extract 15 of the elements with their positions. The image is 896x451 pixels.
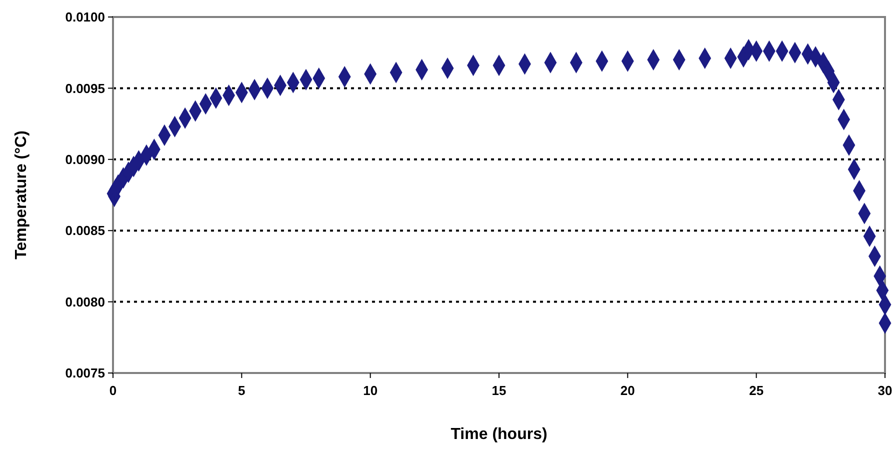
y-tick-label: 0.0080 <box>65 294 105 310</box>
x-axis-title: Time (hours) <box>450 426 548 443</box>
y-tick-label: 0.0095 <box>65 80 105 96</box>
y-tick-label: 0.0100 <box>65 10 105 25</box>
y-axis-title: Temperature (°C) <box>13 130 30 260</box>
x-tick-label: 10 <box>363 383 378 398</box>
y-tick-label: 0.0085 <box>65 223 105 238</box>
y-tick-label: 0.0075 <box>65 366 105 381</box>
x-tick-label: 20 <box>620 383 635 398</box>
x-tick-label: 25 <box>749 383 764 398</box>
x-tick-label: 30 <box>878 383 892 398</box>
x-tick-label: 5 <box>238 383 246 398</box>
x-tick-label: 15 <box>492 383 506 398</box>
x-tick-label: 0 <box>109 383 117 398</box>
y-tick-label: 0.0090 <box>65 152 105 167</box>
